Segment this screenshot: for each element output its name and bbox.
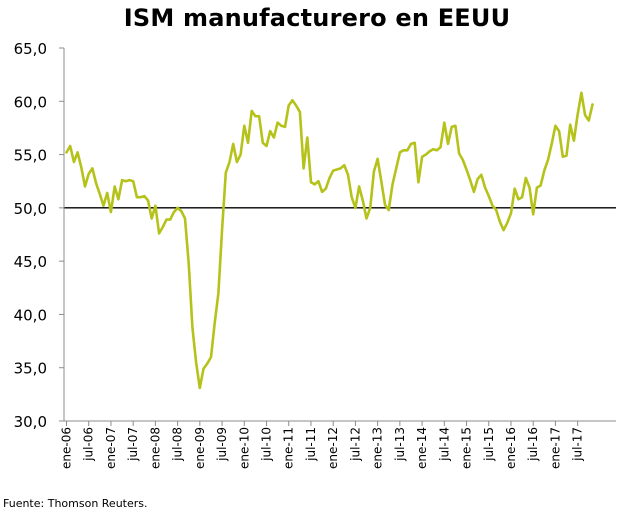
x-tick-label: jul-17 — [571, 427, 585, 462]
x-tick-label: ene-13 — [371, 427, 385, 469]
x-tick-label: ene-11 — [282, 427, 296, 469]
y-tick-label: 30,0 — [14, 413, 47, 431]
x-tick-label: jul-16 — [526, 427, 540, 462]
x-tick-label: jul-10 — [260, 427, 274, 462]
x-tick-label: ene-14 — [415, 427, 429, 469]
x-tick-label: jul-09 — [215, 427, 229, 462]
x-tick-label: ene-10 — [237, 427, 251, 469]
x-tick-label: jul-15 — [482, 427, 496, 462]
x-tick-label: jul-07 — [126, 427, 140, 462]
x-tick-label: ene-12 — [326, 427, 340, 469]
x-tick-label: jul-11 — [304, 427, 318, 462]
x-tick-label: jul-12 — [348, 427, 362, 462]
y-tick-label: 65,0 — [14, 40, 47, 58]
y-tick-label: 45,0 — [14, 253, 47, 271]
x-tick-label: ene-17 — [548, 427, 562, 469]
x-tick-label: ene-06 — [60, 427, 74, 469]
x-tick-label: ene-08 — [148, 427, 162, 469]
x-tick-label: jul-13 — [393, 427, 407, 462]
x-tick-label: jul-08 — [171, 427, 185, 462]
x-tick-label: ene-16 — [504, 427, 518, 469]
y-tick-label: 55,0 — [14, 147, 47, 165]
series-line-ism — [65, 91, 594, 390]
chart-title: ISM manufacturero en EEUU — [123, 4, 511, 32]
x-tick-label: ene-15 — [460, 427, 474, 469]
x-tick-label: jul-06 — [82, 427, 96, 462]
x-tick-label: jul-14 — [437, 427, 451, 462]
x-tick-label: ene-09 — [193, 427, 207, 469]
y-tick-label: 35,0 — [14, 360, 47, 378]
y-tick-label: 40,0 — [14, 306, 47, 324]
y-tick-label: 50,0 — [14, 200, 47, 218]
y-tick-label: 60,0 — [14, 93, 47, 111]
x-tick-label: ene-07 — [104, 427, 118, 469]
source-note: Fuente: Thomson Reuters. — [3, 497, 148, 510]
